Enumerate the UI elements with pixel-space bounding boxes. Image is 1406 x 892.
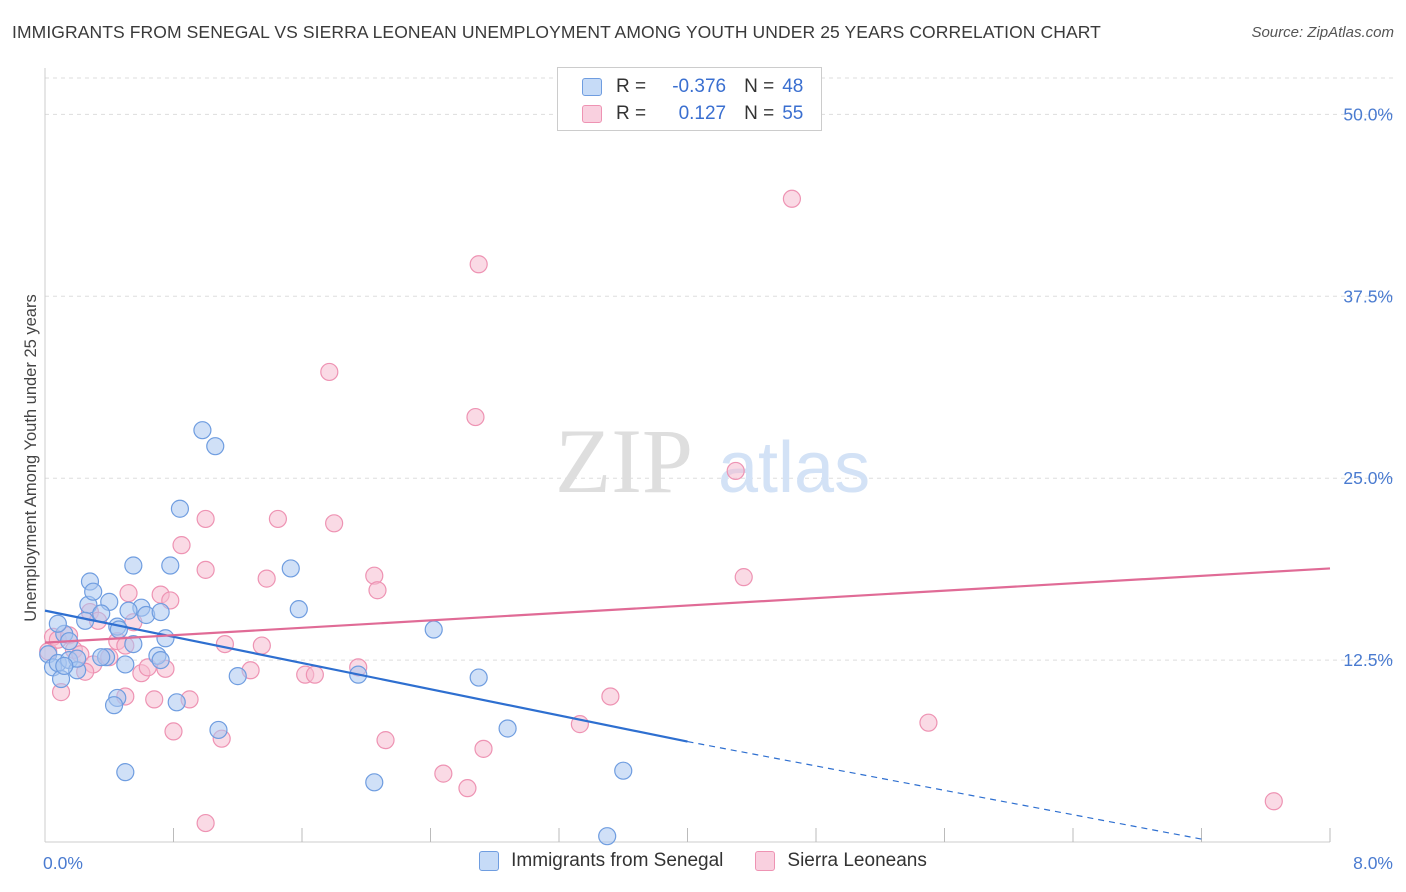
series-senegal-points xyxy=(39,421,633,846)
data-point-senegal xyxy=(167,693,186,712)
legend-swatch-senegal xyxy=(479,851,500,871)
data-point-senegal xyxy=(116,655,135,674)
data-point-sierra-leoneans xyxy=(320,362,339,382)
data-point-senegal xyxy=(614,761,633,780)
data-point-senegal xyxy=(156,629,175,648)
data-point-sierra-leoneans xyxy=(469,255,488,274)
legend-n-value-senegal: 48 xyxy=(782,76,804,97)
chart-source: Source: ZipAtlas.com xyxy=(1251,24,1394,41)
data-point-sierra-leoneans xyxy=(466,407,485,427)
legend-r-value-sierra-leoneans: 0.127 xyxy=(678,103,727,124)
data-point-senegal xyxy=(48,614,67,633)
data-point-sierra-leoneans xyxy=(726,461,745,481)
legend-item-senegal[interactable]: Immigrants from Senegal xyxy=(479,850,723,872)
legend-r-label: R = xyxy=(616,103,647,124)
legend-r-label: R = xyxy=(616,76,647,97)
data-point-senegal xyxy=(92,604,111,623)
data-point-sierra-leoneans xyxy=(257,569,276,588)
y-tick-label: 37.5% xyxy=(1343,286,1393,306)
y-tick-labels: 12.5% 25.0% 37.5% 50.0% xyxy=(1343,104,1393,670)
legend-n-label: N = xyxy=(744,76,775,97)
data-point-senegal xyxy=(228,667,247,686)
data-point-sierra-leoneans xyxy=(434,764,453,783)
trend-line-senegal xyxy=(44,609,688,743)
trend-line-senegal-extension xyxy=(687,740,1202,840)
x-tick-label-min: 0.0% xyxy=(43,853,83,873)
data-point-sierra-leoneans xyxy=(782,189,802,208)
trend-line-sierra-leoneans xyxy=(44,567,1331,644)
data-point-senegal xyxy=(151,650,170,670)
data-point-sierra-leoneans xyxy=(172,536,191,555)
data-point-sierra-leoneans xyxy=(119,584,138,603)
y-axis-label: Unemployment Among Youth under 25 years xyxy=(22,294,40,621)
data-point-sierra-leoneans xyxy=(601,687,620,706)
legend-n-label: N = xyxy=(744,103,775,124)
data-point-senegal xyxy=(84,582,103,601)
data-point-sierra-leoneans xyxy=(196,509,215,529)
legend-label-senegal: Immigrants from Senegal xyxy=(511,850,724,871)
data-point-senegal xyxy=(469,668,488,687)
grid-lines xyxy=(45,77,1393,661)
data-point-senegal xyxy=(289,600,308,619)
chart-title: IMMIGRANTS FROM SENEGAL VS SIERRA LEONEA… xyxy=(12,22,1101,42)
data-point-senegal xyxy=(209,720,228,740)
trend-lines xyxy=(44,567,1331,840)
data-point-sierra-leoneans xyxy=(268,509,288,529)
data-point-senegal xyxy=(193,421,212,440)
data-point-sierra-leoneans xyxy=(164,722,183,741)
data-point-sierra-leoneans xyxy=(919,713,938,732)
correlation-legend: R = -0.376 N = 48 R = 0.127 N = 55 xyxy=(557,67,822,131)
legend-label-sierra-leoneans: Sierra Leoneans xyxy=(787,850,927,871)
legend-row-senegal: R = -0.376 N = 48 xyxy=(582,75,803,99)
data-point-senegal xyxy=(424,620,443,639)
data-point-sierra-leoneans xyxy=(458,779,477,798)
legend-swatch-sierra-leoneans xyxy=(582,105,602,123)
data-point-senegal xyxy=(161,556,180,575)
data-point-sierra-leoneans xyxy=(325,514,344,533)
data-point-senegal xyxy=(124,556,143,575)
data-point-senegal xyxy=(119,601,138,620)
data-point-senegal xyxy=(92,648,111,667)
data-point-senegal xyxy=(206,437,225,456)
data-point-senegal xyxy=(55,656,74,676)
legend-r-value-senegal: -0.376 xyxy=(672,76,727,97)
legend-swatch-sierra-leoneans xyxy=(755,851,776,871)
y-tick-label: 12.5% xyxy=(1343,650,1393,670)
data-point-senegal xyxy=(116,763,135,782)
data-point-senegal xyxy=(281,559,300,578)
legend-n-value-sierra-leoneans: 55 xyxy=(782,103,804,124)
data-point-sierra-leoneans xyxy=(215,634,234,654)
data-point-senegal xyxy=(170,499,190,518)
data-point-sierra-leoneans xyxy=(252,636,271,655)
data-point-senegal xyxy=(365,773,384,792)
data-point-sierra-leoneans xyxy=(196,560,215,579)
x-tick-label-max: 8.0% xyxy=(1353,853,1393,873)
watermark-zip: ZIP xyxy=(555,410,693,512)
data-point-sierra-leoneans xyxy=(1264,792,1283,811)
y-tick-label: 25.0% xyxy=(1343,468,1393,488)
data-point-senegal xyxy=(151,602,170,622)
legend-item-sierra-leoneans[interactable]: Sierra Leoneans xyxy=(755,850,927,872)
data-point-sierra-leoneans xyxy=(305,665,324,684)
data-point-sierra-leoneans xyxy=(376,731,395,750)
y-tick-label: 50.0% xyxy=(1343,104,1393,124)
data-point-senegal xyxy=(598,827,617,846)
legend-row-sierra-leoneans: R = 0.127 N = 55 xyxy=(582,102,803,126)
data-point-sierra-leoneans xyxy=(734,568,753,587)
legend-swatch-senegal xyxy=(582,78,602,96)
data-point-senegal xyxy=(104,696,124,715)
data-point-sierra-leoneans xyxy=(474,739,493,758)
data-point-senegal xyxy=(124,634,143,654)
data-point-sierra-leoneans xyxy=(145,690,164,709)
data-point-senegal xyxy=(498,719,517,738)
data-point-sierra-leoneans xyxy=(161,591,180,610)
series-legend: Immigrants from Senegal Sierra Leoneans xyxy=(0,850,1406,872)
data-point-sierra-leoneans xyxy=(368,581,387,600)
data-point-sierra-leoneans xyxy=(196,813,215,833)
axes xyxy=(44,68,1331,843)
